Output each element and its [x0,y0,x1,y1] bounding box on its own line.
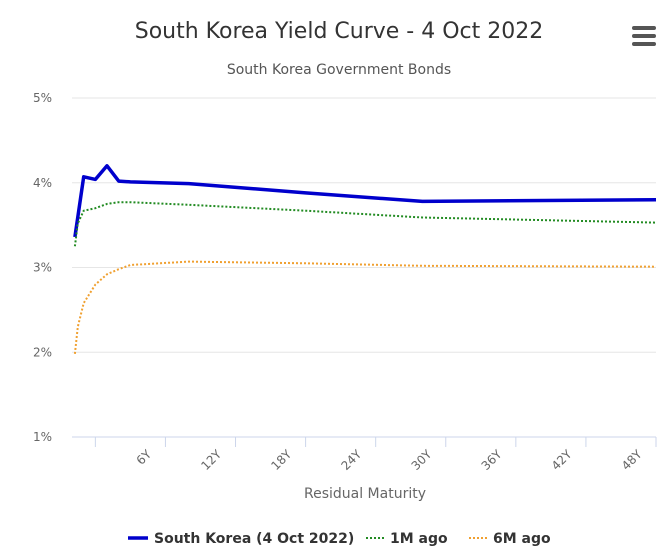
chart-subtitle: South Korea Government Bonds [227,62,451,78]
y-tick-label: 2% [33,345,52,359]
legend-item[interactable]: 6M ago [493,531,551,547]
y-tick-label: 3% [33,261,52,275]
x-tick-label: 18Y [268,447,294,473]
grid-lines [72,97,656,438]
legend: South Korea (4 Oct 2022) 1M ago 6M ago [128,531,551,547]
x-tick-label: 6Y [134,447,155,468]
x-tick-label: 42Y [549,447,575,473]
x-tick-label: 24Y [338,447,364,473]
legend-item[interactable]: South Korea (4 Oct 2022) [154,531,354,547]
x-tick-label: 36Y [479,447,505,473]
chart-title: South Korea Yield Curve - 4 Oct 2022 [135,19,544,44]
x-axis-title: Residual Maturity [304,486,426,502]
legend-item[interactable]: 1M ago [390,531,448,547]
series-group [73,164,657,355]
y-tick-label: 1% [33,430,52,444]
x-axis-ticks: 6Y 12Y 18Y 24Y 30Y 36Y 42Y 48Y [94,437,657,473]
y-axis-ticks: 1% 2% 3% 4% 5% [33,91,52,444]
series-line [73,201,657,247]
x-tick-label: 30Y [409,447,435,473]
series-line [73,164,657,238]
series-line [73,260,657,355]
y-tick-label: 4% [33,176,52,190]
x-tick-label: 48Y [619,447,645,473]
hamburger-menu-icon[interactable] [632,26,656,46]
x-tick-label: 12Y [198,447,224,473]
y-tick-label: 5% [33,91,52,105]
